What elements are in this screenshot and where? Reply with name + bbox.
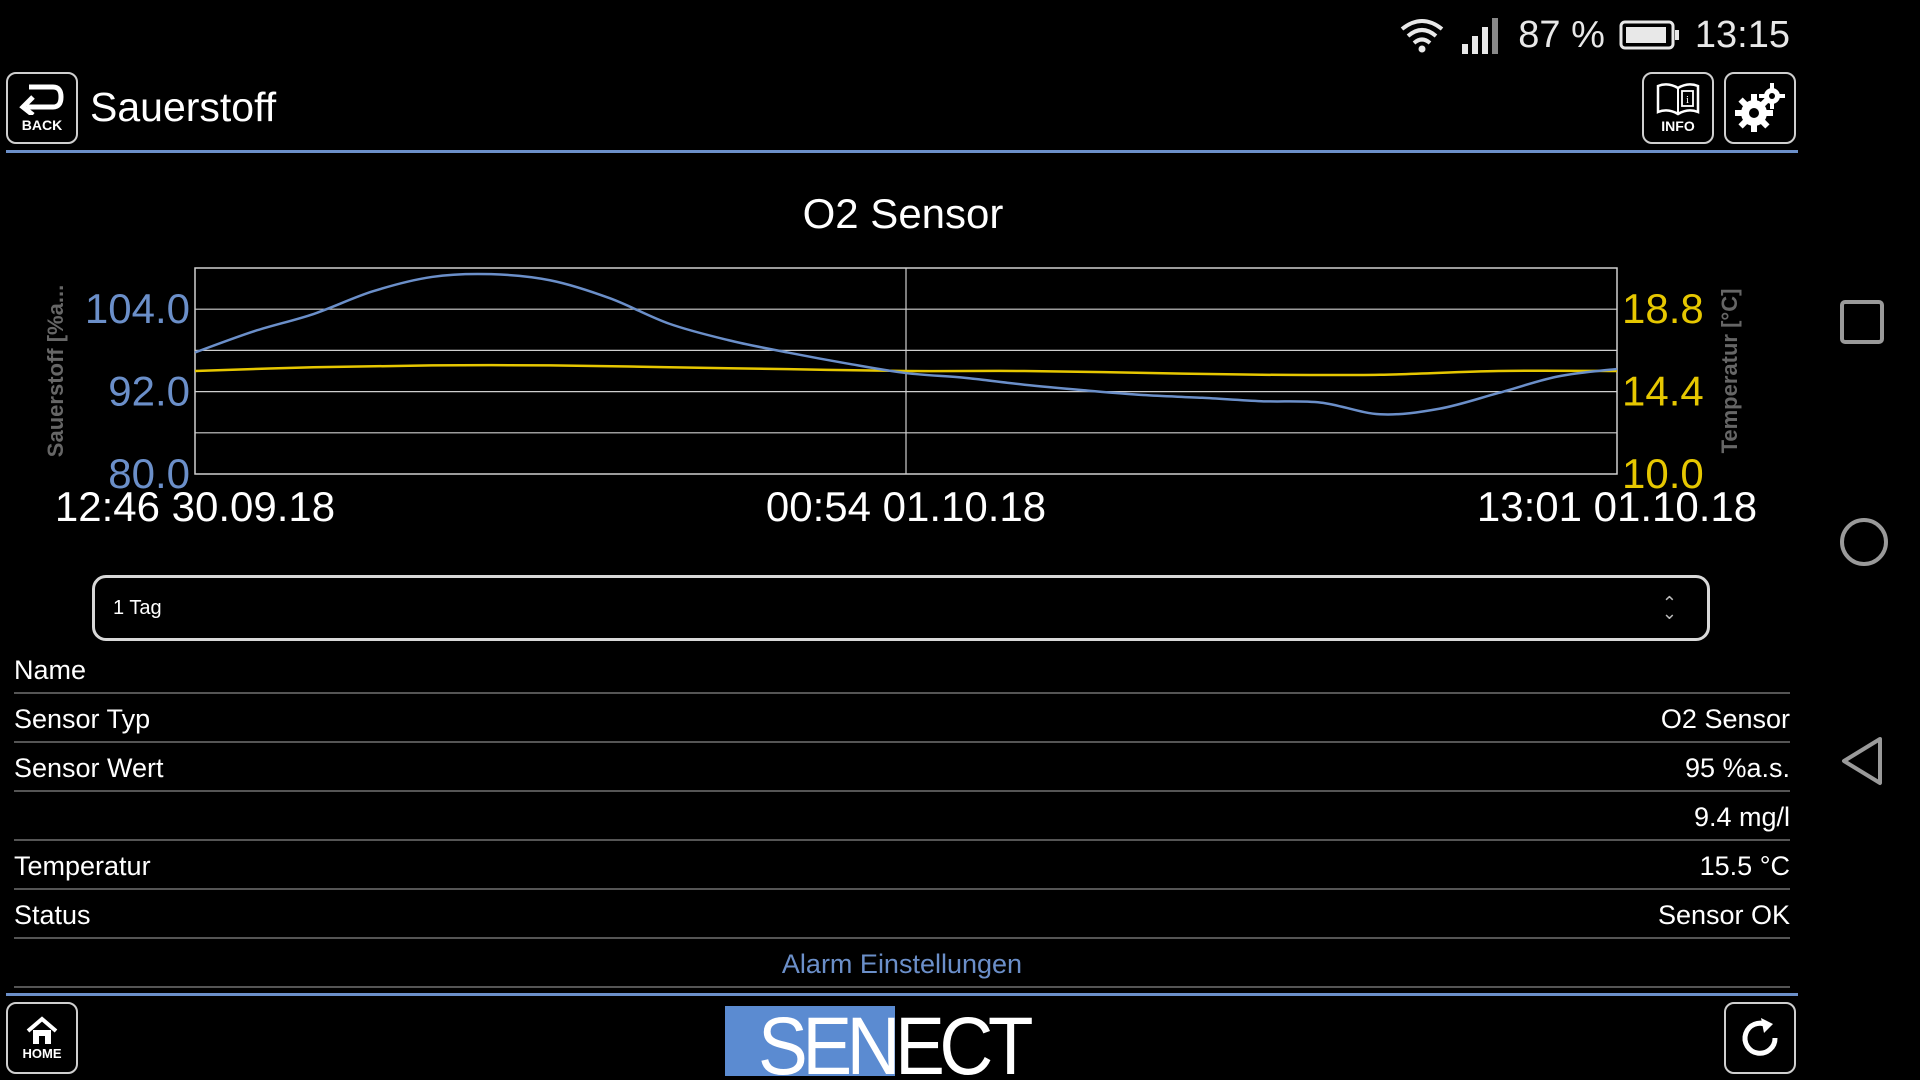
recent-apps-button[interactable] (1838, 298, 1886, 346)
left-axis-title: Sauerstoff [%a... (43, 285, 68, 457)
detail-row-sensor-value-mg: 9.4 mg/l (14, 792, 1790, 841)
detail-row-status: Status Sensor OK (14, 890, 1790, 939)
back-arrow-icon (19, 84, 64, 115)
right-axis-tick-label: 14.4 (1622, 368, 1704, 415)
gears-icon (1735, 83, 1785, 132)
oxygen-series-line (194, 272, 1618, 416)
detail-label: Sensor Typ (14, 704, 151, 734)
battery-percent: 87 % (1518, 13, 1605, 56)
x-axis-tick-label: 00:54 01.10.18 (766, 483, 1046, 530)
detail-value: 15.5 °C (1699, 851, 1790, 881)
detail-label: Name (14, 655, 87, 685)
settings-button[interactable] (1724, 72, 1796, 144)
detail-label: Status (14, 900, 91, 930)
home-button[interactable]: HOME (6, 1002, 78, 1074)
refresh-icon (1742, 1018, 1778, 1056)
back-button-label: BACK (21, 117, 63, 133)
svg-text:SENECT: SENECT (758, 1002, 1032, 1078)
book-info-icon: i (1656, 83, 1700, 116)
detail-value: O2 Sensor (1660, 704, 1790, 734)
back-button[interactable]: BACK (6, 72, 78, 144)
detail-value: 9.4 mg/l (1693, 802, 1790, 832)
home-icon (26, 1015, 58, 1044)
detail-label: Temperatur (14, 851, 151, 881)
right-axis-tick-label: 18.8 (1622, 285, 1704, 332)
alarm-settings-link[interactable]: Alarm Einstellungen (14, 939, 1790, 988)
refresh-button[interactable] (1724, 1002, 1796, 1074)
info-button-label: INFO (1661, 118, 1695, 134)
left-axis-tick-label: 80.0 (108, 450, 190, 497)
time-range-value: 1 Tag (113, 596, 162, 619)
home-button-label: HOME (22, 1045, 62, 1061)
page-title: Sauerstoff (90, 84, 277, 130)
signal-icon (1462, 18, 1499, 54)
right-axis-tick-label: 10.0 (1622, 450, 1704, 497)
battery-icon (1619, 20, 1679, 50)
right-axis-title: Temperatur [°C] (1717, 289, 1742, 454)
detail-row-sensor-type: Sensor Typ O2 Sensor (14, 694, 1790, 743)
temperature-series-line (194, 363, 1618, 377)
wifi-icon (1401, 19, 1444, 53)
footer-divider (6, 993, 1798, 996)
senect-logo: SENECT ® (725, 1002, 1038, 1078)
left-axis-tick-label: 92.0 (108, 368, 190, 415)
x-axis-tick-label: 13:01 01.10.18 (1477, 483, 1757, 530)
detail-value: 95 %a.s. (1684, 753, 1790, 783)
clock: 13:15 (1694, 13, 1790, 56)
time-range-select[interactable]: 1 Tag ⌃ ⌄ (92, 575, 1710, 641)
home-nav-button[interactable] (1838, 516, 1890, 568)
sensor-chart: 104.0 92.0 80.0 18.8 14.4 10.0 12:46 30.09.18 0… (43, 267, 1757, 530)
select-chevron-icon: ⌃ ⌄ (1661, 593, 1677, 623)
detail-row-sensor-value: Sensor Wert 95 %a.s. (14, 743, 1790, 792)
detail-value: Sensor OK (1657, 900, 1790, 930)
header-divider (6, 150, 1798, 153)
left-axis-tick-label: 104.0 (85, 285, 190, 332)
x-axis-tick-label: 12:46 30.09.18 (55, 483, 335, 530)
back-nav-button[interactable] (1838, 735, 1886, 787)
chart-title: O2 Sensor (802, 190, 1004, 237)
alarm-settings-label: Alarm Einstellungen (781, 949, 1023, 979)
detail-row-name: Name (14, 645, 1790, 694)
detail-row-temperature: Temperatur 15.5 °C (14, 841, 1790, 890)
detail-label: Sensor Wert (14, 753, 164, 783)
svg-text:i: i (1686, 94, 1689, 106)
info-button[interactable]: i INFO (1642, 72, 1714, 144)
status-bar: 87 % 13:15 (1398, 12, 1790, 58)
sensor-details: Name Sensor Typ O2 Sensor Sensor Wert 95… (14, 645, 1790, 988)
